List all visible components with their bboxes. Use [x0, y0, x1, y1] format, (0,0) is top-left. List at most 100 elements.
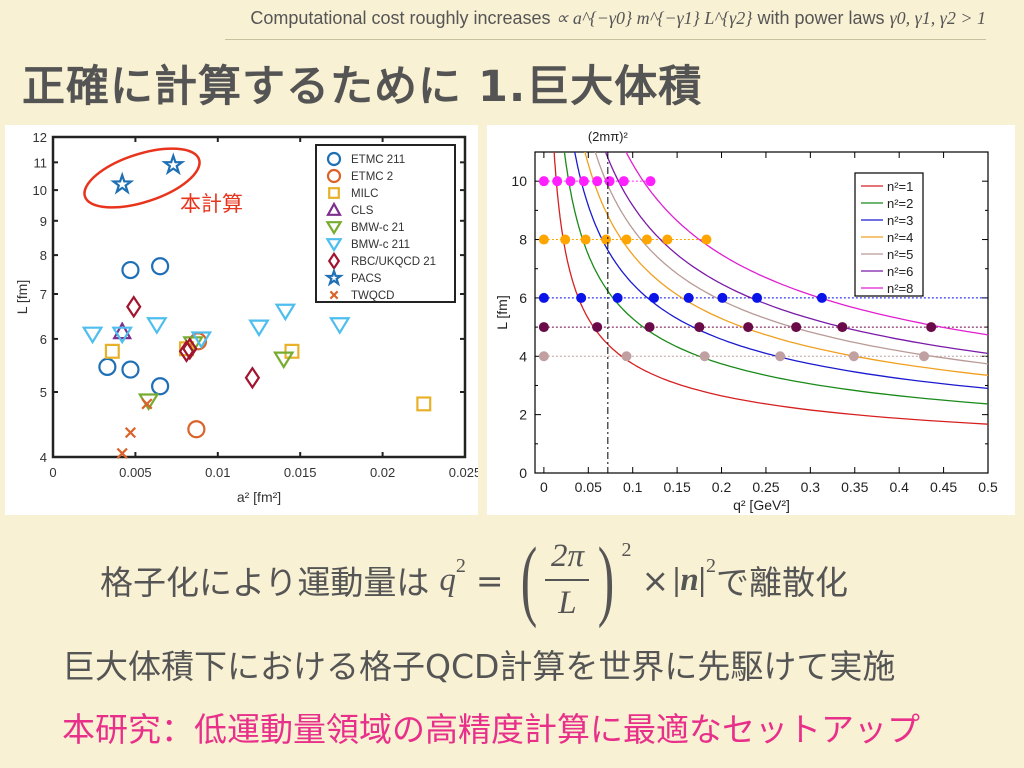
legend-marker	[326, 151, 342, 167]
data-point-L4	[775, 351, 786, 362]
legend-marker	[325, 238, 343, 253]
data-point-rbc-ukqcd-21	[178, 339, 195, 363]
formula-times: ×	[641, 560, 670, 600]
y-tick-label: 2	[519, 407, 527, 423]
formula-equals: =	[475, 560, 504, 600]
data-point-milc	[416, 396, 432, 412]
data-point-etmc-211	[98, 357, 117, 377]
data-point-pacs	[161, 152, 186, 176]
data-point-rbc-ukqcd-21	[126, 295, 142, 319]
y-tick-label: 0	[519, 465, 527, 481]
line-chart-svg: 0 0.05 0.1 0.15 0.2 0.25 0.3 0.35 0.4 0.45 0.5 0 2 4 6…	[494, 129, 998, 513]
legend-label: RBC/UKQCD 21	[351, 256, 436, 268]
momentum-discretization-chart: 0 0.05 0.1 0.15 0.2 0.25 0.3 0.35 0.4 0.45 0.5 0 2 4 6…	[487, 125, 1015, 515]
data-point-bmw-c-211	[274, 303, 297, 322]
left-paren: (	[520, 530, 537, 629]
y-tick-label: 5	[40, 385, 47, 400]
data-point-L8	[538, 234, 549, 245]
data-point-L6	[752, 292, 763, 303]
formula-lhs-sup: 2	[455, 554, 466, 577]
data-point-twqcd	[141, 398, 153, 410]
data-point-L10	[578, 176, 589, 187]
data-point-L5	[538, 322, 549, 333]
data-point-L6	[576, 292, 587, 303]
x-tick-label: 0.4	[889, 479, 909, 495]
x-tick-label: 0.25	[752, 479, 779, 495]
data-point-bmw-c-211	[81, 326, 104, 345]
data-point-L10	[645, 176, 656, 187]
x-tick-label: 0.02	[370, 465, 395, 480]
legend-marker	[324, 267, 344, 287]
data-point-L8	[601, 234, 612, 245]
data-point-L6	[717, 292, 728, 303]
x-axis-label: q² [GeV²]	[733, 497, 790, 513]
data-point-L6	[612, 292, 623, 303]
formula-fraction: 2π L	[545, 538, 590, 622]
x-tick-label: 0.005	[119, 465, 152, 480]
right-paren: )	[598, 530, 615, 629]
data-point-L5	[694, 322, 705, 333]
formula-suffix: で離散化	[716, 563, 849, 602]
data-point-twqcd	[116, 447, 128, 459]
legend-label: n²=4	[887, 230, 913, 245]
y-tick-label: 8	[40, 248, 47, 263]
y-tick-label: 11	[34, 155, 48, 170]
formula-prefix: 格子化により運動量は	[100, 563, 430, 602]
data-point-L4	[848, 351, 859, 362]
x-tick-label: 0.5	[978, 479, 998, 495]
x-tick-label: 0.01	[205, 465, 230, 480]
legend-marker	[328, 187, 340, 199]
header-divider	[225, 39, 986, 40]
formula-numerator: 2π	[550, 538, 584, 574]
legend-label: ETMC 2	[351, 171, 393, 183]
x-tick-label: 0.35	[841, 479, 868, 495]
legend-marker	[326, 168, 342, 184]
data-point-bmw-c-211	[190, 331, 213, 350]
data-point-L5	[743, 322, 754, 333]
y-axis-label: L [fm]	[14, 280, 30, 315]
x-tick-label: 0.3	[801, 479, 821, 495]
data-point-L6	[683, 292, 694, 303]
x-axis-label: a² [fm²]	[237, 489, 281, 505]
header-text: Computational cost roughly increases	[250, 8, 551, 28]
data-point-L4	[699, 351, 710, 362]
data-point-etmc-211	[151, 257, 170, 276]
data-point-L8	[662, 234, 673, 245]
legend-label: n²=2	[887, 196, 913, 211]
formula-outer-sup: 2	[621, 538, 632, 561]
data-point-L6	[816, 292, 827, 303]
data-point-L5	[837, 322, 848, 333]
formula-lhs: q	[439, 561, 456, 598]
legend-label: n²=8	[887, 281, 913, 296]
legend-marker	[326, 201, 342, 216]
y-tick-label: 9	[40, 214, 47, 229]
data-point-etmc-2	[187, 420, 206, 439]
y-axis-label: L [fm]	[494, 295, 510, 330]
legend-label: TWQCD	[351, 290, 394, 302]
legend-label: n²=6	[887, 264, 913, 279]
data-point-L5	[592, 322, 603, 333]
data-point-bmw-c-211	[111, 326, 133, 345]
x-tick-label: 0.05	[575, 479, 602, 495]
data-point-L6	[538, 292, 549, 303]
y-tick-label: 6	[519, 290, 527, 306]
legend-label: BMW-c 211	[351, 239, 410, 251]
data-point-L5	[926, 322, 937, 333]
legend-label: MILC	[351, 188, 378, 200]
x-tick-label: 0.015	[284, 465, 317, 480]
formula-vec-sup: 2	[706, 554, 717, 577]
legend-marker	[325, 221, 343, 236]
data-point-L5	[644, 322, 655, 333]
header-condition-expr: γ0, γ1, γ2 > 1	[889, 8, 986, 28]
data-point-twqcd	[124, 426, 137, 439]
data-point-L10	[592, 176, 603, 187]
data-point-L8	[621, 234, 632, 245]
y-tick-label: 8	[519, 232, 527, 248]
data-point-L5	[791, 322, 802, 333]
legend-label: ETMC 211	[351, 154, 405, 166]
data-point-rbc-ukqcd-21	[182, 337, 198, 361]
data-point-milc	[104, 343, 120, 359]
curve-n2-8	[625, 152, 988, 336]
x-tick-label: 0	[49, 465, 56, 480]
